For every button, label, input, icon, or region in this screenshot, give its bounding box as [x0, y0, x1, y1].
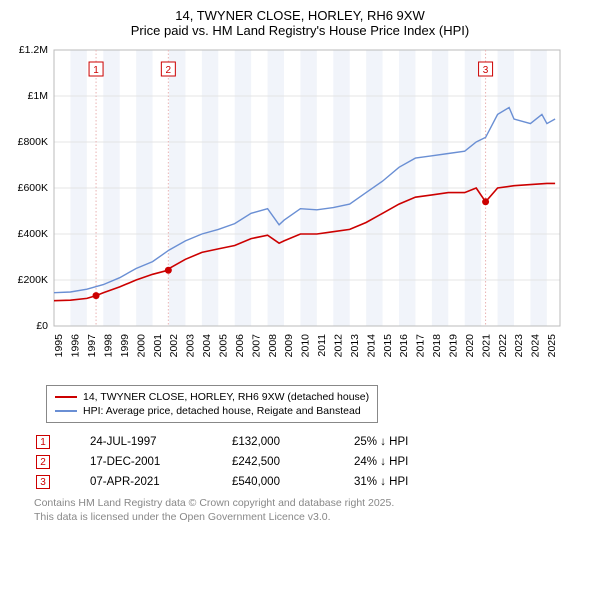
- chart-container: 14, TWYNER CLOSE, HORLEY, RH6 9XW Price …: [0, 0, 600, 530]
- svg-text:2006: 2006: [234, 334, 246, 358]
- svg-text:£800K: £800K: [18, 136, 48, 148]
- svg-text:2004: 2004: [201, 334, 213, 358]
- sale-marker-badge: 3: [36, 475, 50, 489]
- sale-date: 17-DEC-2001: [90, 453, 230, 471]
- table-row: 1 24-JUL-1997 £132,000 25% ↓ HPI: [36, 433, 474, 451]
- svg-text:1998: 1998: [103, 334, 115, 358]
- svg-text:2020: 2020: [464, 334, 476, 358]
- footer-line: Contains HM Land Registry data © Crown c…: [34, 497, 590, 511]
- footer-attribution: Contains HM Land Registry data © Crown c…: [34, 497, 590, 524]
- svg-text:2012: 2012: [333, 334, 345, 358]
- svg-text:1996: 1996: [70, 334, 82, 358]
- legend-swatch: [55, 410, 77, 412]
- sale-delta: 31% ↓ HPI: [354, 473, 474, 491]
- svg-text:2003: 2003: [185, 334, 197, 358]
- svg-text:£400K: £400K: [18, 228, 48, 240]
- svg-text:2017: 2017: [415, 334, 427, 358]
- svg-text:2001: 2001: [152, 334, 164, 358]
- sale-marker-badge: 1: [36, 435, 50, 449]
- footer-line: This data is licensed under the Open Gov…: [34, 511, 590, 525]
- table-row: 2 17-DEC-2001 £242,500 24% ↓ HPI: [36, 453, 474, 471]
- svg-text:2024: 2024: [530, 334, 542, 358]
- legend-label: 14, TWYNER CLOSE, HORLEY, RH6 9XW (detac…: [83, 391, 369, 403]
- sales-table: 1 24-JUL-1997 £132,000 25% ↓ HPI 2 17-DE…: [34, 431, 476, 493]
- svg-text:2013: 2013: [349, 334, 361, 358]
- svg-text:1995: 1995: [53, 334, 65, 358]
- svg-text:2025: 2025: [546, 334, 558, 358]
- sale-price: £540,000: [232, 473, 352, 491]
- svg-text:2015: 2015: [382, 334, 394, 358]
- line-chart-svg: £0 £200K £400K £600K £800K £1M £1.2M 1995 1996 19…: [10, 44, 570, 374]
- svg-text:2007: 2007: [250, 334, 262, 358]
- svg-text:2018: 2018: [431, 334, 443, 358]
- legend-item: 14, TWYNER CLOSE, HORLEY, RH6 9XW (detac…: [55, 390, 369, 404]
- sale-delta: 25% ↓ HPI: [354, 433, 474, 451]
- svg-text:2021: 2021: [480, 334, 492, 358]
- sale-date: 24-JUL-1997: [90, 433, 230, 451]
- svg-text:2002: 2002: [168, 334, 180, 358]
- legend-item: HPI: Average price, detached house, Reig…: [55, 404, 369, 418]
- chart-area: £0 £200K £400K £600K £800K £1M £1.2M 1995 1996 19…: [10, 44, 590, 379]
- svg-text:£0: £0: [36, 320, 48, 332]
- svg-text:2016: 2016: [398, 334, 410, 358]
- svg-text:2011: 2011: [316, 334, 328, 357]
- svg-text:2005: 2005: [218, 334, 230, 358]
- svg-text:2014: 2014: [365, 334, 377, 358]
- table-row: 3 07-APR-2021 £540,000 31% ↓ HPI: [36, 473, 474, 491]
- svg-text:2019: 2019: [448, 334, 460, 358]
- chart-legend: 14, TWYNER CLOSE, HORLEY, RH6 9XW (detac…: [46, 385, 378, 423]
- svg-text:2022: 2022: [497, 334, 509, 358]
- svg-text:£200K: £200K: [18, 274, 48, 286]
- chart-title-line2: Price paid vs. HM Land Registry's House …: [10, 23, 590, 38]
- svg-text:1999: 1999: [119, 334, 131, 358]
- svg-text:£600K: £600K: [18, 182, 48, 194]
- svg-text:£1.2M: £1.2M: [19, 44, 48, 56]
- legend-label: HPI: Average price, detached house, Reig…: [83, 405, 361, 417]
- svg-text:£1M: £1M: [28, 90, 48, 102]
- chart-title-line1: 14, TWYNER CLOSE, HORLEY, RH6 9XW: [10, 8, 590, 23]
- svg-text:2023: 2023: [513, 334, 525, 358]
- sale-marker-badge: 2: [36, 455, 50, 469]
- svg-text:3: 3: [483, 65, 489, 76]
- svg-text:1997: 1997: [86, 334, 98, 358]
- svg-text:2010: 2010: [300, 334, 312, 358]
- legend-swatch: [55, 396, 77, 398]
- sale-date: 07-APR-2021: [90, 473, 230, 491]
- svg-text:2008: 2008: [267, 334, 279, 358]
- svg-text:2000: 2000: [135, 334, 147, 358]
- svg-text:1: 1: [93, 65, 99, 76]
- sale-price: £242,500: [232, 453, 352, 471]
- sale-delta: 24% ↓ HPI: [354, 453, 474, 471]
- sale-price: £132,000: [232, 433, 352, 451]
- svg-text:2009: 2009: [283, 334, 295, 358]
- svg-text:2: 2: [166, 65, 172, 76]
